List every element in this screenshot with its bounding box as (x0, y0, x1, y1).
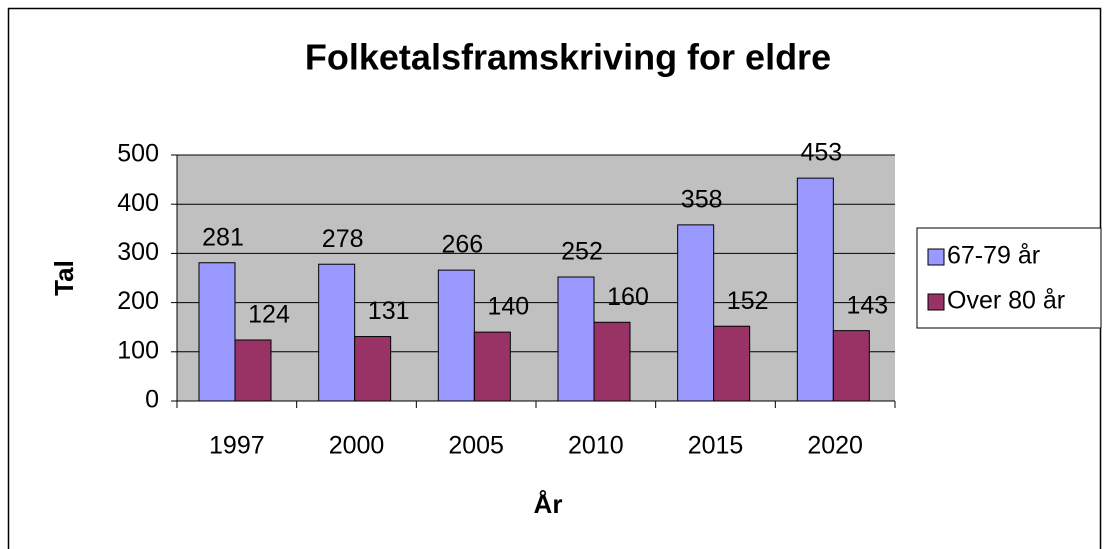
value-label: 252 (561, 238, 603, 266)
bar (198, 262, 236, 402)
value-label: 160 (607, 283, 649, 311)
y-tick-label: 100 (117, 336, 159, 364)
bar (473, 331, 511, 402)
x-tick-label: 1997 (209, 432, 265, 460)
y-tick-label: 0 (145, 386, 159, 414)
value-label: 453 (800, 139, 842, 167)
x-tick-label: 2000 (329, 432, 385, 460)
bar (437, 269, 475, 402)
y-tick-label: 200 (117, 287, 159, 315)
x-tick-label: 2015 (688, 432, 744, 460)
value-label: 140 (487, 293, 529, 321)
bar (234, 339, 272, 402)
legend-swatch (927, 293, 945, 311)
value-label: 278 (322, 225, 364, 253)
value-label: 152 (727, 287, 769, 315)
bar (318, 263, 356, 402)
value-label: 358 (681, 185, 723, 213)
y-tick-label: 400 (117, 189, 159, 217)
value-label: 266 (441, 231, 483, 259)
legend-box (916, 227, 1102, 329)
bar (593, 321, 631, 402)
legend-swatch (927, 248, 945, 266)
value-label: 124 (248, 301, 290, 329)
bar (832, 330, 870, 402)
x-tick-label: 2010 (568, 432, 624, 460)
x-axis-label: År (534, 489, 563, 519)
plot-area (177, 155, 895, 401)
bar (354, 336, 392, 402)
legend-label: Over 80 år (947, 287, 1065, 315)
y-axis-label: Tal (49, 260, 79, 296)
bar (796, 177, 834, 402)
bar (713, 325, 751, 402)
value-label: 131 (368, 297, 410, 325)
chart-title: Folketalsframskriving for eldre (305, 37, 831, 78)
bar (677, 224, 715, 402)
bar (557, 276, 595, 402)
y-tick-label: 300 (117, 238, 159, 266)
value-label: 281 (202, 223, 244, 251)
value-label: 143 (846, 291, 888, 319)
x-tick-label: 2020 (807, 432, 863, 460)
x-tick-label: 2005 (448, 432, 504, 460)
y-tick-label: 500 (117, 140, 159, 168)
legend-label: 67-79 år (947, 242, 1040, 270)
